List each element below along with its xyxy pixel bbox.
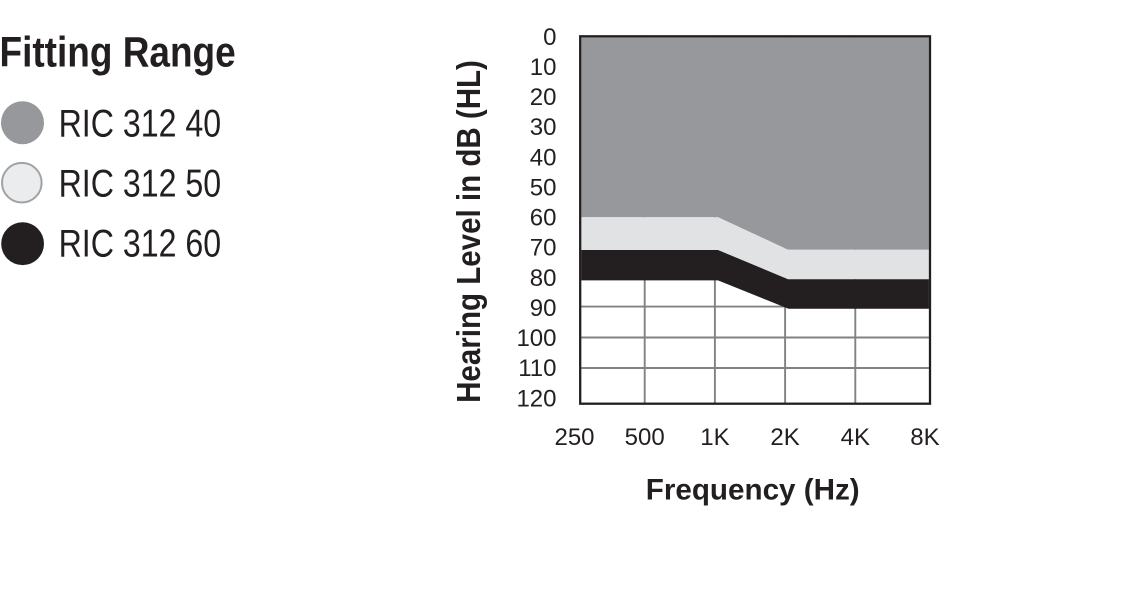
svg-text:1K: 1K	[700, 424, 729, 451]
svg-text:20: 20	[530, 84, 557, 111]
svg-text:Frequency (Hz): Frequency (Hz)	[646, 473, 860, 506]
svg-text:110: 110	[518, 355, 556, 382]
svg-text:50: 50	[530, 174, 557, 201]
svg-text:90: 90	[530, 295, 557, 322]
svg-text:70: 70	[530, 235, 557, 262]
svg-text:Hearing Level in dB (HL): Hearing Level in dB (HL)	[450, 60, 487, 403]
svg-text:500: 500	[625, 424, 665, 451]
svg-text:RIC 312 50: RIC 312 50	[59, 162, 222, 205]
svg-text:8K: 8K	[910, 424, 939, 451]
svg-text:4K: 4K	[841, 424, 870, 451]
svg-text:100: 100	[516, 325, 556, 352]
svg-text:30: 30	[530, 114, 557, 141]
svg-text:10: 10	[530, 54, 557, 81]
svg-text:250: 250	[554, 424, 594, 451]
svg-text:120: 120	[516, 385, 556, 412]
svg-text:RIC 312 40: RIC 312 40	[59, 102, 222, 145]
svg-text:80: 80	[530, 265, 557, 292]
svg-text:Fitting Range: Fitting Range	[0, 29, 236, 76]
svg-text:RIC 312 60: RIC 312 60	[59, 222, 222, 265]
svg-text:2K: 2K	[770, 424, 799, 451]
svg-text:40: 40	[530, 144, 557, 171]
svg-text:0: 0	[543, 24, 556, 51]
svg-text:60: 60	[530, 205, 557, 232]
